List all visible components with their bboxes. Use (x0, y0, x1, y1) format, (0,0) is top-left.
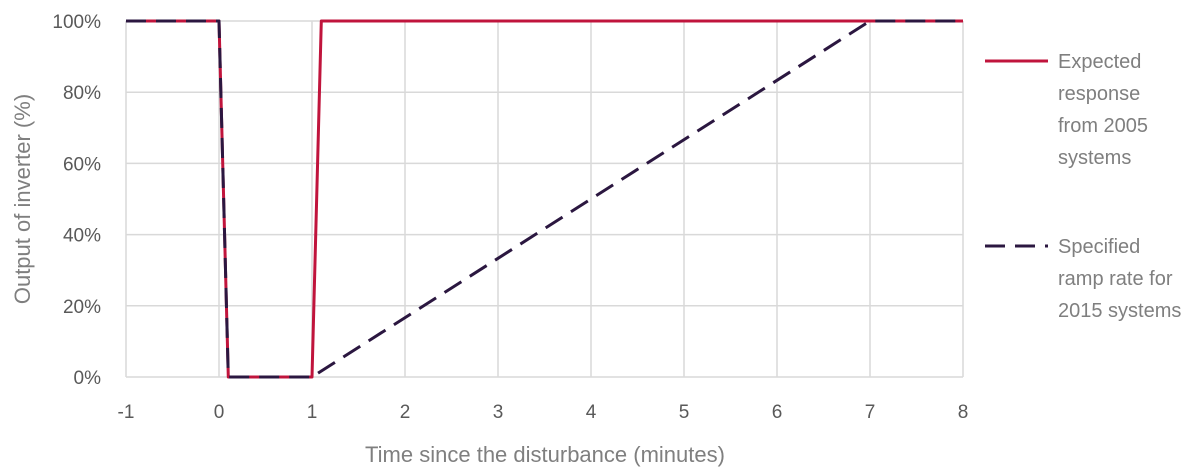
series-layer (126, 19, 963, 379)
x-tick-label: -1 (118, 402, 135, 423)
gridlines (125, 20, 964, 378)
y-tick-label: 0% (74, 368, 102, 389)
x-tick-label: 1 (307, 402, 318, 423)
x-axis-title: Time since the disturbance (minutes) (365, 442, 725, 467)
x-tick-label: 0 (214, 402, 225, 423)
y-axis-title: Output of inverter (%) (10, 94, 35, 304)
y-tick-label: 40% (63, 226, 101, 247)
x-tick-label: 6 (772, 402, 783, 423)
x-tick-label: 2 (400, 402, 411, 423)
x-tick-label: 7 (865, 402, 876, 423)
x-axis-ticks: -1 0 1 2 3 4 5 6 7 8 (118, 402, 969, 423)
legend: Expected response from 2005 systems Specifie… (985, 51, 1181, 322)
y-tick-label: 100% (52, 12, 101, 33)
series-line-2 (126, 19, 963, 379)
y-axis-ticks: 0% 20% 40% 60% 80% 100% (52, 12, 101, 389)
y-tick-label: 80% (63, 83, 101, 104)
y-tick-label: 60% (63, 154, 101, 175)
x-tick-label: 8 (958, 402, 969, 423)
x-tick-label: 5 (679, 402, 690, 423)
y-tick-label: 20% (63, 297, 101, 318)
x-tick-label: 4 (586, 402, 597, 423)
legend-label-1: Expected response from 2005 systems (1058, 51, 1148, 169)
legend-label-2: Specified ramp rate for 2015 systems (1058, 236, 1181, 322)
series-line-1 (126, 19, 963, 379)
x-tick-label: 3 (493, 402, 504, 423)
